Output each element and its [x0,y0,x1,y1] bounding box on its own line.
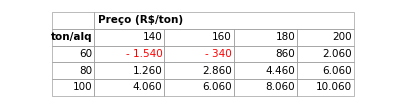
Text: ton/alq: ton/alq [51,32,93,42]
Text: 860: 860 [275,49,295,59]
Text: 2.860: 2.860 [202,66,232,76]
Text: 4.060: 4.060 [133,82,162,92]
Text: 4.460: 4.460 [265,66,295,76]
Text: Preço (R$/ton): Preço (R$/ton) [98,15,183,25]
Bar [234,29,297,46]
Bar [297,62,354,79]
Bar [52,46,94,62]
Text: 160: 160 [212,32,232,42]
Text: 8.060: 8.060 [265,82,295,92]
Bar [297,46,354,62]
Text: 10.060: 10.060 [316,82,352,92]
Bar [94,29,164,46]
Text: 6.060: 6.060 [202,82,232,92]
Text: 180: 180 [275,32,295,42]
Text: 1.260: 1.260 [133,66,162,76]
Bar [297,79,354,96]
Bar [234,79,297,96]
Text: 60: 60 [79,49,93,59]
Bar [52,29,94,46]
Bar [94,62,164,79]
Bar [234,46,297,62]
Text: 140: 140 [143,32,162,42]
Text: 6.060: 6.060 [322,66,352,76]
Bar [94,46,164,62]
Bar [94,79,164,96]
Text: 100: 100 [73,82,93,92]
Bar [52,62,94,79]
Bar [234,62,297,79]
Bar [164,79,234,96]
Text: - 340: - 340 [205,49,232,59]
Text: 2.060: 2.060 [322,49,352,59]
Text: - 1.540: - 1.540 [126,49,162,59]
Bar [52,12,94,29]
Bar [297,29,354,46]
Bar [164,29,234,46]
Text: 80: 80 [79,66,93,76]
Bar [164,62,234,79]
Bar [94,12,354,29]
Text: 200: 200 [332,32,352,42]
Bar [164,46,234,62]
Bar [52,79,94,96]
